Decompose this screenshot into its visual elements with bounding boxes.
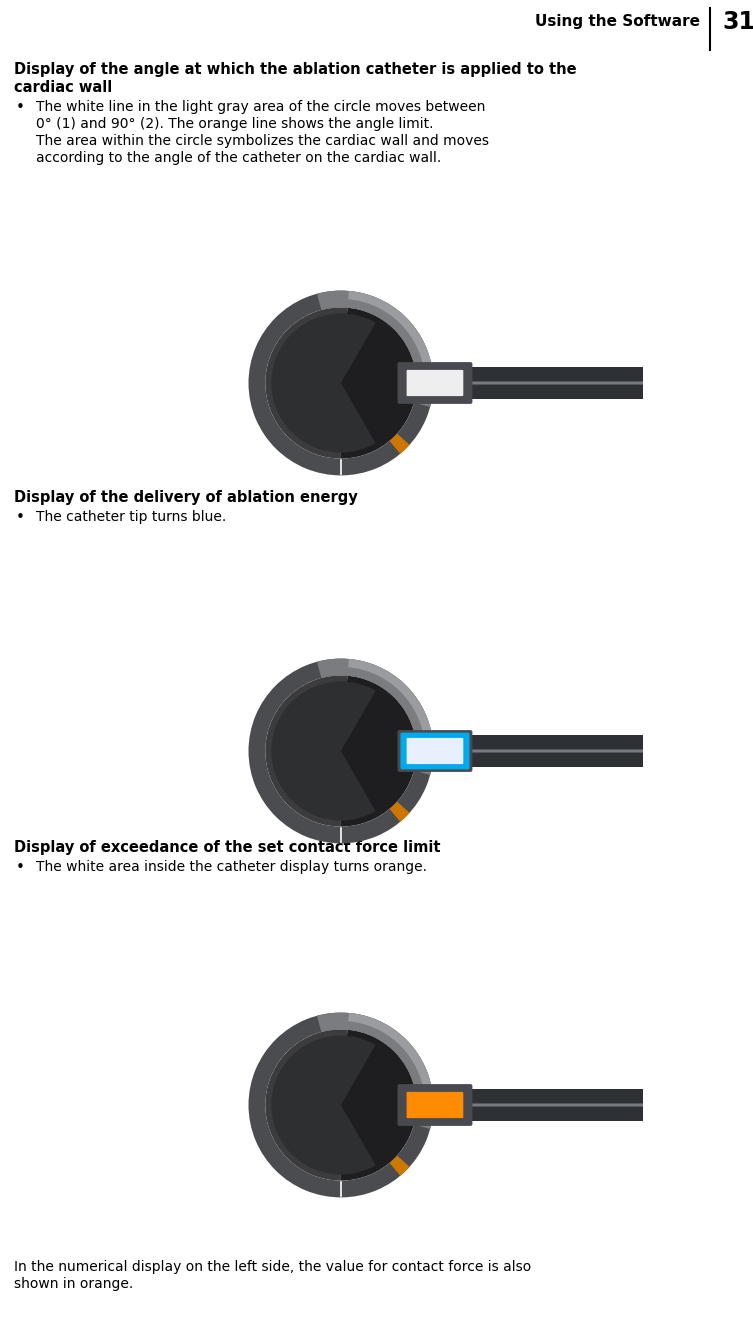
- Text: Display of the angle at which the ablation catheter is applied to the: Display of the angle at which the ablati…: [14, 62, 577, 77]
- Text: 0° (1) and 90° (2). The orange line shows the angle limit.: 0° (1) and 90° (2). The orange line show…: [36, 117, 434, 131]
- Wedge shape: [265, 307, 347, 458]
- Text: (1): (1): [229, 377, 245, 387]
- Text: 31: 31: [722, 11, 753, 34]
- Wedge shape: [248, 658, 433, 843]
- FancyBboxPatch shape: [403, 1090, 653, 1120]
- Text: Display of the delivery of ablation energy: Display of the delivery of ablation ener…: [14, 490, 358, 504]
- FancyBboxPatch shape: [398, 1084, 472, 1125]
- FancyBboxPatch shape: [403, 1103, 653, 1107]
- Wedge shape: [341, 307, 416, 458]
- Text: •: •: [16, 510, 25, 526]
- Text: In the numerical display on the left side, the value for contact force is also: In the numerical display on the left sid…: [14, 1260, 532, 1274]
- Wedge shape: [271, 314, 376, 453]
- FancyBboxPatch shape: [398, 361, 472, 404]
- Text: •: •: [16, 861, 25, 875]
- Wedge shape: [389, 801, 410, 822]
- FancyBboxPatch shape: [403, 383, 653, 384]
- Wedge shape: [389, 433, 410, 454]
- Wedge shape: [317, 658, 433, 775]
- Wedge shape: [271, 682, 376, 821]
- Wedge shape: [348, 291, 433, 376]
- Text: The white line in the light gray area of the circle moves between: The white line in the light gray area of…: [36, 101, 486, 114]
- FancyBboxPatch shape: [401, 732, 469, 769]
- Text: The area within the circle symbolizes the cardiac wall and moves: The area within the circle symbolizes th…: [36, 134, 489, 148]
- Text: cardiac wall: cardiac wall: [14, 79, 112, 95]
- Wedge shape: [389, 1156, 410, 1176]
- Wedge shape: [265, 675, 347, 826]
- FancyBboxPatch shape: [403, 1104, 653, 1106]
- Wedge shape: [348, 659, 433, 744]
- Text: Display of exceedance of the set contact force limit: Display of exceedance of the set contact…: [14, 839, 441, 855]
- Text: The white area inside the catheter display turns orange.: The white area inside the catheter displ…: [36, 861, 427, 874]
- Wedge shape: [248, 1013, 433, 1197]
- FancyBboxPatch shape: [398, 730, 472, 772]
- Text: Using the Software: Using the Software: [535, 15, 700, 29]
- Wedge shape: [317, 290, 433, 406]
- Wedge shape: [271, 1035, 376, 1174]
- Text: The catheter tip turns blue.: The catheter tip turns blue.: [36, 510, 226, 524]
- FancyBboxPatch shape: [403, 751, 653, 752]
- Text: according to the angle of the catheter on the cardiac wall.: according to the angle of the catheter o…: [36, 151, 441, 166]
- Text: shown in orange.: shown in orange.: [14, 1278, 133, 1291]
- FancyBboxPatch shape: [403, 748, 653, 753]
- Wedge shape: [265, 1029, 347, 1181]
- FancyBboxPatch shape: [403, 735, 653, 767]
- Wedge shape: [341, 1030, 416, 1181]
- FancyBboxPatch shape: [403, 380, 653, 385]
- Wedge shape: [348, 1013, 433, 1098]
- Text: •: •: [16, 101, 25, 115]
- FancyBboxPatch shape: [407, 737, 463, 764]
- Wedge shape: [341, 675, 416, 826]
- FancyBboxPatch shape: [407, 369, 463, 396]
- Wedge shape: [317, 1013, 433, 1129]
- FancyBboxPatch shape: [403, 367, 653, 399]
- FancyBboxPatch shape: [407, 1092, 463, 1117]
- Text: (2): (2): [333, 479, 349, 490]
- Wedge shape: [248, 290, 433, 475]
